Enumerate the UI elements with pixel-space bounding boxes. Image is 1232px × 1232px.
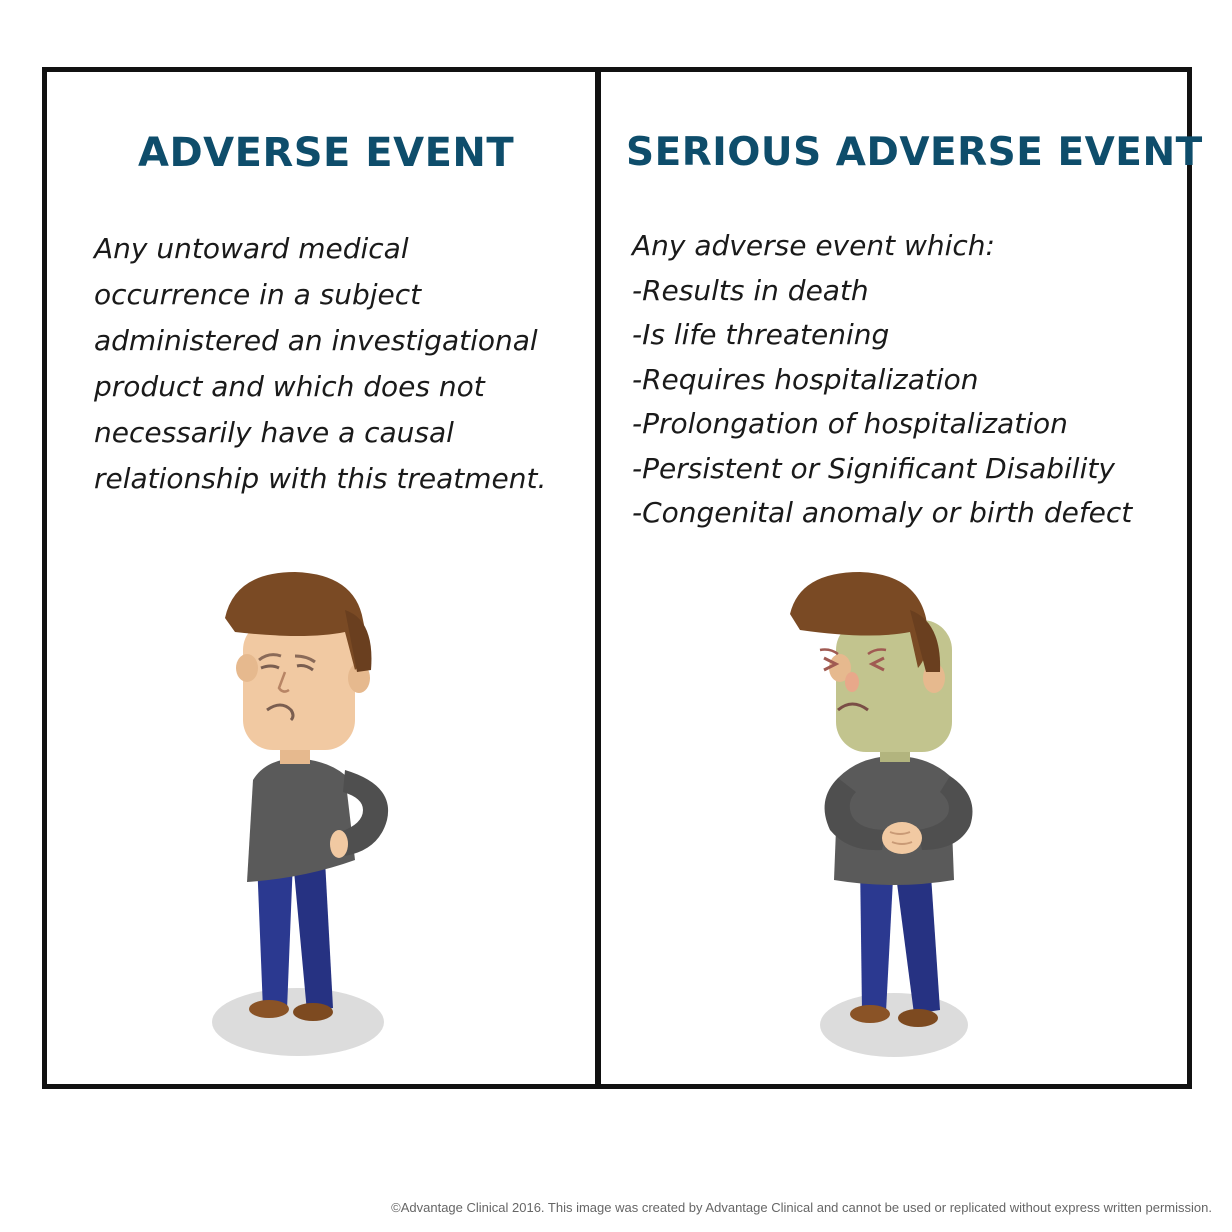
copyright-notice: ©Advantage Clinical 2016. This image was…: [391, 1200, 1212, 1215]
left-shoe: [249, 1000, 289, 1018]
eyebrow-right: [867, 648, 887, 656]
eye-right: [296, 664, 314, 672]
seriously-ill-man-illustration: [790, 572, 973, 1057]
hair-side: [345, 610, 372, 672]
criteria-item: -Persistent or Significant Disability: [632, 451, 1115, 485]
criteria-item: -Results in death: [632, 273, 869, 307]
hands-clasped: [882, 822, 922, 854]
frowning-mouth: [266, 703, 295, 722]
right-shoe: [898, 1009, 938, 1027]
criteria-item: -Is life threatening: [632, 318, 890, 351]
hair: [225, 572, 366, 670]
nose: [277, 671, 290, 693]
ear-left: [829, 654, 851, 682]
right-leg: [894, 860, 940, 1014]
left-shoe: [850, 1005, 890, 1023]
criteria-item: -Congenital anomaly or birth defect: [632, 496, 1133, 529]
definition-line: Any untoward medical: [94, 232, 409, 265]
adverse-event-heading: ADVERSE EVENT: [138, 130, 515, 176]
definition-line: occurrence in a subject: [94, 278, 422, 311]
panel-divider: [595, 67, 601, 1089]
hair-side: [910, 610, 941, 672]
floor-shadow: [212, 988, 384, 1056]
nose: [845, 672, 859, 692]
sweater: [247, 758, 355, 882]
eyebrow-left: [258, 653, 282, 662]
criteria-item: -Requires hospitalization: [632, 362, 979, 396]
right-leg: [293, 860, 333, 1012]
mildly-unwell-man-illustration: [212, 572, 389, 1056]
floor-shadow: [820, 993, 968, 1057]
serious-adverse-event-criteria: Any adverse event which: -Results in dea…: [632, 224, 1177, 536]
adverse-event-definition: Any untoward medical occurrence in a sub…: [94, 226, 574, 502]
arm-on-back: [340, 770, 389, 856]
criteria-item: -Prolongation of hospitalization: [632, 407, 1068, 440]
finger-line: [889, 831, 913, 845]
hand: [330, 830, 348, 858]
hair: [790, 572, 928, 668]
frowning-mouth: [837, 702, 869, 712]
arm-left: [824, 778, 886, 851]
criteria-intro: Any adverse event which:: [632, 229, 995, 262]
eye-left: [823, 656, 840, 672]
comparison-frame: [42, 67, 1192, 1089]
arm-right: [918, 776, 973, 850]
right-shoe: [293, 1003, 333, 1021]
eyebrow-left: [819, 648, 839, 656]
definition-line: product and which does not: [94, 370, 485, 403]
definition-line: administered an investigational: [94, 324, 538, 357]
sweater: [834, 756, 954, 885]
left-leg: [257, 860, 293, 1010]
serious-adverse-event-heading: SERIOUS ADVERSE EVENT: [626, 130, 1203, 175]
definition-line: necessarily have a causal: [94, 416, 454, 449]
eyebrow-right: [294, 654, 316, 664]
eye-right: [868, 656, 885, 672]
left-leg: [860, 860, 894, 1012]
eye-left: [260, 664, 280, 670]
ear-left: [236, 654, 258, 682]
head: [243, 620, 355, 750]
definition-line: relationship with this treatment.: [94, 462, 547, 495]
